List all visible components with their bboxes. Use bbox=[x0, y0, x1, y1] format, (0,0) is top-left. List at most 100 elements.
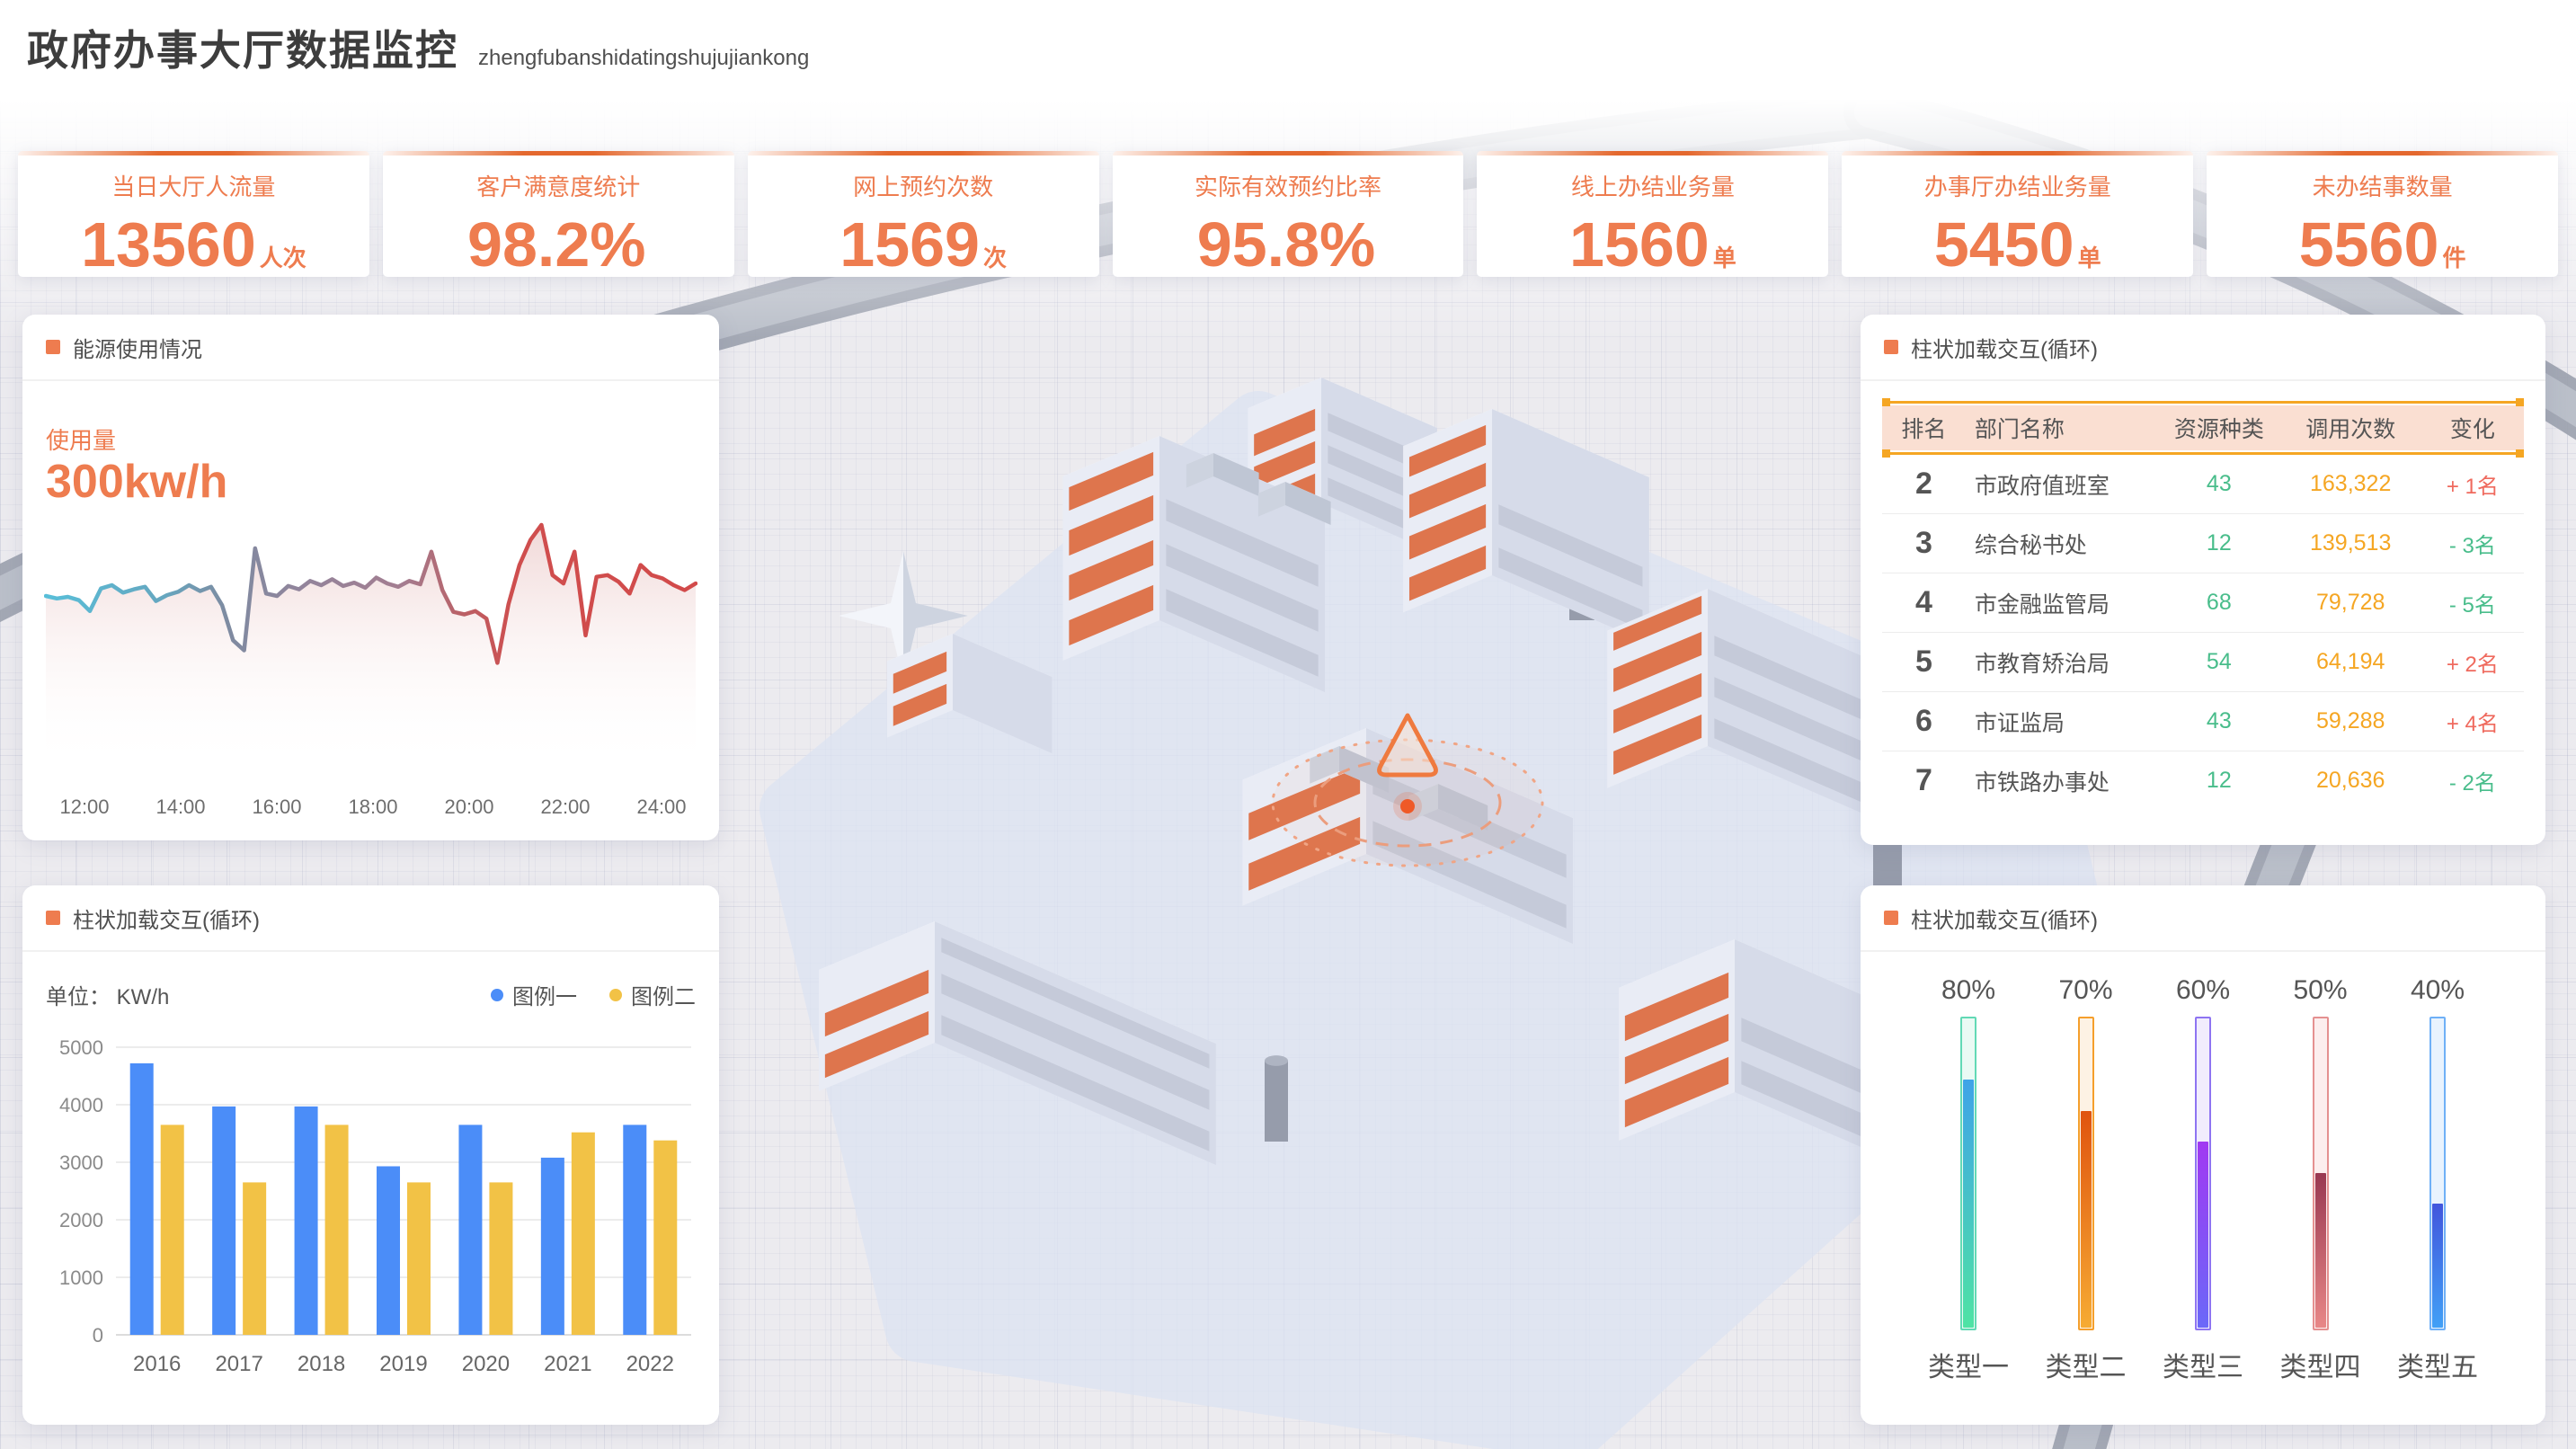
gauge-track bbox=[1960, 1017, 1976, 1330]
gauge-label: 类型五 bbox=[2397, 1353, 2478, 1382]
cell-rank: 2 bbox=[1914, 467, 1932, 501]
svg-text:14:00: 14:00 bbox=[155, 796, 205, 818]
cell-change: - 5名 bbox=[2448, 593, 2496, 618]
legend-dot-icon bbox=[491, 988, 503, 1001]
cell-types: 12 bbox=[2206, 530, 2232, 556]
kpi-card-online-completed: 线上办结业务量 1560 单 bbox=[1477, 151, 1829, 277]
svg-text:2021: 2021 bbox=[544, 1352, 591, 1376]
svg-text:2019: 2019 bbox=[379, 1352, 427, 1376]
cell-name: 市金融监管局 bbox=[1974, 591, 2110, 618]
svg-text:2016: 2016 bbox=[133, 1352, 181, 1376]
kpi-card-satisfaction: 客户满意度统计 98.2% bbox=[382, 151, 734, 277]
kpi-label: 办事厅办结业务量 bbox=[1923, 173, 2111, 200]
cell-name: 综合秘书处 bbox=[1974, 532, 2087, 558]
kpi-value: 5560 bbox=[2298, 209, 2439, 277]
cell-rank: 3 bbox=[1914, 526, 1932, 560]
kpi-label: 线上办结业务量 bbox=[1570, 173, 1735, 200]
kpi-label: 未办结事数量 bbox=[2312, 173, 2453, 200]
kpi-card-pending: 未办结事数量 5560 件 bbox=[2207, 151, 2559, 277]
svg-text:1000: 1000 bbox=[59, 1267, 103, 1289]
legend-item-series2[interactable]: 图例二 bbox=[609, 979, 696, 1010]
cell-change: + 1名 bbox=[2446, 475, 2499, 499]
table-header-row: 排名 部门名称 资源种类 调用次数 变化 bbox=[1882, 405, 2524, 450]
svg-text:20:00: 20:00 bbox=[444, 796, 493, 818]
cell-rank: 5 bbox=[1914, 644, 1932, 679]
gauge-label: 类型一 bbox=[1928, 1353, 2009, 1382]
svg-text:24:00: 24:00 bbox=[636, 796, 686, 818]
page-subtitle: zhengfubanshidatingshujujiankong bbox=[478, 46, 810, 70]
cell-name: 市证监局 bbox=[1974, 710, 2065, 736]
gauge-track bbox=[2312, 1017, 2329, 1330]
gauge-track bbox=[2195, 1017, 2211, 1330]
kpi-label: 网上预约次数 bbox=[853, 173, 994, 200]
yearly-bar-panel: 柱状加载交互(循环) 单位： KW/h 图例一 图例二 0 1000 2000 300… bbox=[22, 885, 719, 1425]
energy-line-chart[interactable]: 12:00 14:00 16:00 18:00 20:00 22:00 24:00 bbox=[22, 510, 719, 828]
gauge-label: 类型二 bbox=[2045, 1353, 2127, 1382]
cell-calls: 64,194 bbox=[2315, 649, 2385, 674]
kpi-value: 98.2% bbox=[467, 209, 646, 277]
ranking-table: 排名 部门名称 资源种类 调用次数 变化 2 市政府值班室 43 163,322… bbox=[1882, 398, 2524, 810]
svg-text:12:00: 12:00 bbox=[59, 796, 109, 818]
col-header-change: 变化 bbox=[2449, 417, 2495, 442]
cell-types: 68 bbox=[2206, 590, 2232, 615]
table-accent-line bbox=[1882, 398, 2524, 406]
cell-calls: 59,288 bbox=[2315, 708, 2385, 733]
panel-header: 能源使用情况 bbox=[22, 315, 719, 381]
col-header-calls: 调用次数 bbox=[2305, 417, 2396, 442]
kpi-value: 5450 bbox=[1933, 209, 2074, 277]
table-row: 4 市金融监管局 68 79,728 - 5名 bbox=[1882, 573, 2524, 633]
cell-types: 12 bbox=[2206, 768, 2232, 793]
gauge-fill bbox=[1963, 1080, 1974, 1328]
kpi-value: 95.8% bbox=[1196, 209, 1376, 277]
svg-text:0: 0 bbox=[93, 1324, 103, 1347]
svg-text:2017: 2017 bbox=[215, 1352, 262, 1376]
kpi-label: 客户满意度统计 bbox=[476, 173, 641, 200]
department-ranking-panel: 柱状加载交互(循环) 排名 部门名称 资源种类 调用次数 变化 2 市政府值班室… bbox=[1861, 315, 2545, 845]
gauge-percent: 60% bbox=[2175, 975, 2231, 1005]
panel-title: 能源使用情况 bbox=[73, 337, 202, 362]
cell-rank: 4 bbox=[1914, 585, 1932, 619]
energy-usage-panel: 能源使用情况 使用量 300kw/h 12:00 14:00 16:00 18:00 2… bbox=[22, 315, 719, 840]
panel-title: 柱状加载交互(循环) bbox=[1911, 908, 2098, 933]
gauge-track bbox=[2077, 1017, 2094, 1330]
page-header: 政府办事大厅数据监控 zhengfubanshidatingshujujiank… bbox=[27, 18, 809, 77]
kpi-value: 13560 bbox=[81, 209, 256, 277]
panel-header: 柱状加载交互(循环) bbox=[22, 885, 719, 952]
type-gauge-panel: 柱状加载交互(循环) 80% 类型一 70% 类型二 60% 类型三 50% 类… bbox=[1861, 885, 2545, 1425]
svg-text:18:00: 18:00 bbox=[348, 796, 397, 818]
legend-label: 图例一 bbox=[512, 985, 577, 1009]
gauge-label: 类型四 bbox=[2279, 1353, 2361, 1382]
table-row: 7 市铁路办事处 12 20,636 - 2名 bbox=[1882, 751, 2524, 810]
kpi-card-hall-completed: 办事厅办结业务量 5450 单 bbox=[1842, 151, 2194, 277]
legend-item-series1[interactable]: 图例一 bbox=[491, 979, 577, 1010]
cell-types: 43 bbox=[2206, 471, 2232, 496]
table-row: 6 市证监局 43 59,288 + 4名 bbox=[1882, 692, 2524, 751]
svg-text:4000: 4000 bbox=[59, 1094, 103, 1116]
table-row: 3 综合秘书处 12 139,513 - 3名 bbox=[1882, 514, 2524, 573]
panel-header: 柱状加载交互(循环) bbox=[1861, 315, 2545, 381]
col-header-name: 部门名称 bbox=[1974, 417, 2065, 442]
col-header-types: 资源种类 bbox=[2173, 417, 2264, 442]
cell-change: - 3名 bbox=[2448, 534, 2496, 558]
cell-change: + 2名 bbox=[2446, 653, 2499, 677]
page-title: 政府办事大厅数据监控 bbox=[27, 27, 458, 74]
chart-legend: 图例一 图例二 bbox=[491, 979, 696, 1010]
table-accent-line bbox=[1882, 449, 2524, 458]
panel-bullet-icon bbox=[46, 911, 60, 925]
chart-unit-label: 单位： KW/h bbox=[46, 985, 170, 1009]
yearly-bar-chart[interactable]: 0 1000 2000 3000 4000 5000 2016 2017 2018 2019 202… bbox=[22, 1010, 719, 1407]
legend-label: 图例二 bbox=[631, 985, 696, 1009]
kpi-unit: 次 bbox=[983, 244, 1008, 271]
panel-title: 柱状加载交互(循环) bbox=[73, 908, 260, 933]
kpi-row: 当日大厅人流量 13560 人次 客户满意度统计 98.2% 网上预约次数 156… bbox=[18, 151, 2559, 277]
gauge-percent: 80% bbox=[1941, 975, 1996, 1005]
kpi-unit: 人次 bbox=[259, 244, 306, 271]
gauge-percent: 70% bbox=[2058, 975, 2113, 1005]
cell-name: 市政府值班室 bbox=[1974, 473, 2110, 499]
table-row: 2 市政府值班室 43 163,322 + 1名 bbox=[1882, 455, 2524, 514]
svg-text:2022: 2022 bbox=[626, 1352, 674, 1376]
panel-bullet-icon bbox=[1884, 340, 1898, 354]
gauge-type2: 70% 类型二 bbox=[2045, 975, 2127, 1384]
svg-text:3000: 3000 bbox=[59, 1151, 103, 1174]
svg-text:2018: 2018 bbox=[298, 1352, 345, 1376]
